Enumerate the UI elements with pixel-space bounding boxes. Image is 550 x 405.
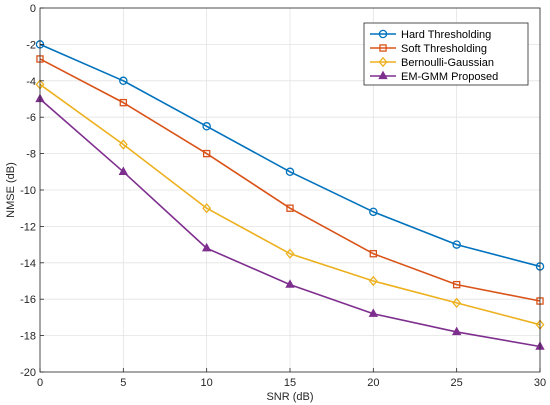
y-tick-label: -14 [20, 258, 36, 270]
y-tick-label: -16 [20, 294, 36, 306]
y-tick-label: -4 [26, 76, 36, 88]
data-point [452, 297, 462, 309]
y-tick-label: -18 [20, 331, 36, 343]
data-point [285, 279, 295, 288]
x-axis-label: SNR (dB) [266, 391, 313, 403]
x-tick-label: 25 [451, 377, 463, 389]
data-point [451, 326, 462, 336]
data-point [369, 249, 378, 258]
y-tick-label: -12 [20, 221, 36, 233]
series-line [39, 43, 541, 268]
legend: Hard Thresholding Soft Thresholding Bernou… [363, 22, 529, 86]
y-axis-label: NMSE (dB) [5, 162, 17, 218]
data-point [368, 308, 379, 317]
series-line [39, 58, 541, 302]
data-point [119, 98, 128, 107]
x-tick-label: 5 [120, 377, 126, 389]
data-point [202, 149, 211, 158]
x-tick-label: 30 [534, 377, 546, 389]
data-point [202, 122, 211, 131]
y-tick-label: 0 [30, 3, 36, 15]
legend-marker [378, 70, 388, 80]
legend-entry: Hard Thresholding [370, 29, 491, 41]
y-tick-label: -10 [20, 185, 36, 197]
legend-marker [378, 56, 388, 68]
data-point [452, 280, 461, 289]
data-point [369, 207, 378, 217]
data-point [368, 275, 378, 287]
y-tick-label: -2 [26, 39, 36, 51]
data-point [286, 204, 294, 212]
data-point [118, 139, 128, 150]
legend-marker [379, 44, 387, 52]
legend-label: Hard Thresholding [401, 29, 491, 41]
legend-entry: Bernoulli-Gaussian [370, 56, 494, 69]
data-point [452, 240, 461, 249]
x-tick-label: 20 [367, 377, 379, 389]
y-tick-label: -8 [26, 149, 36, 161]
data-point [285, 167, 295, 177]
data-point [201, 242, 212, 252]
x-tick-label: 15 [284, 377, 296, 389]
data-point [285, 248, 295, 259]
legend-label: Soft Thresholding [401, 43, 487, 55]
legend-label: Bernoulli-Gaussian [401, 57, 494, 69]
series-3 [35, 79, 545, 330]
legend-marker [378, 29, 388, 39]
legend-entry: Soft Thresholding [370, 43, 487, 55]
series-line [39, 83, 541, 326]
legend-label: EM-GMM Proposed [401, 71, 498, 83]
legend-entry: EM-GMM Proposed [370, 70, 498, 83]
x-tick-label: 0 [37, 377, 43, 389]
data-point [118, 166, 129, 175]
data-point [119, 76, 128, 86]
x-tick-label: 10 [201, 377, 213, 389]
ticks: 0 5 10 15 20 25 30 0 -2 -4 -6 -8 -10 -12 -14 -16 -18 -20 [20, 3, 546, 389]
data-point [202, 203, 212, 214]
y-tick-label: -6 [26, 112, 36, 124]
y-tick-label: -20 [20, 367, 36, 379]
